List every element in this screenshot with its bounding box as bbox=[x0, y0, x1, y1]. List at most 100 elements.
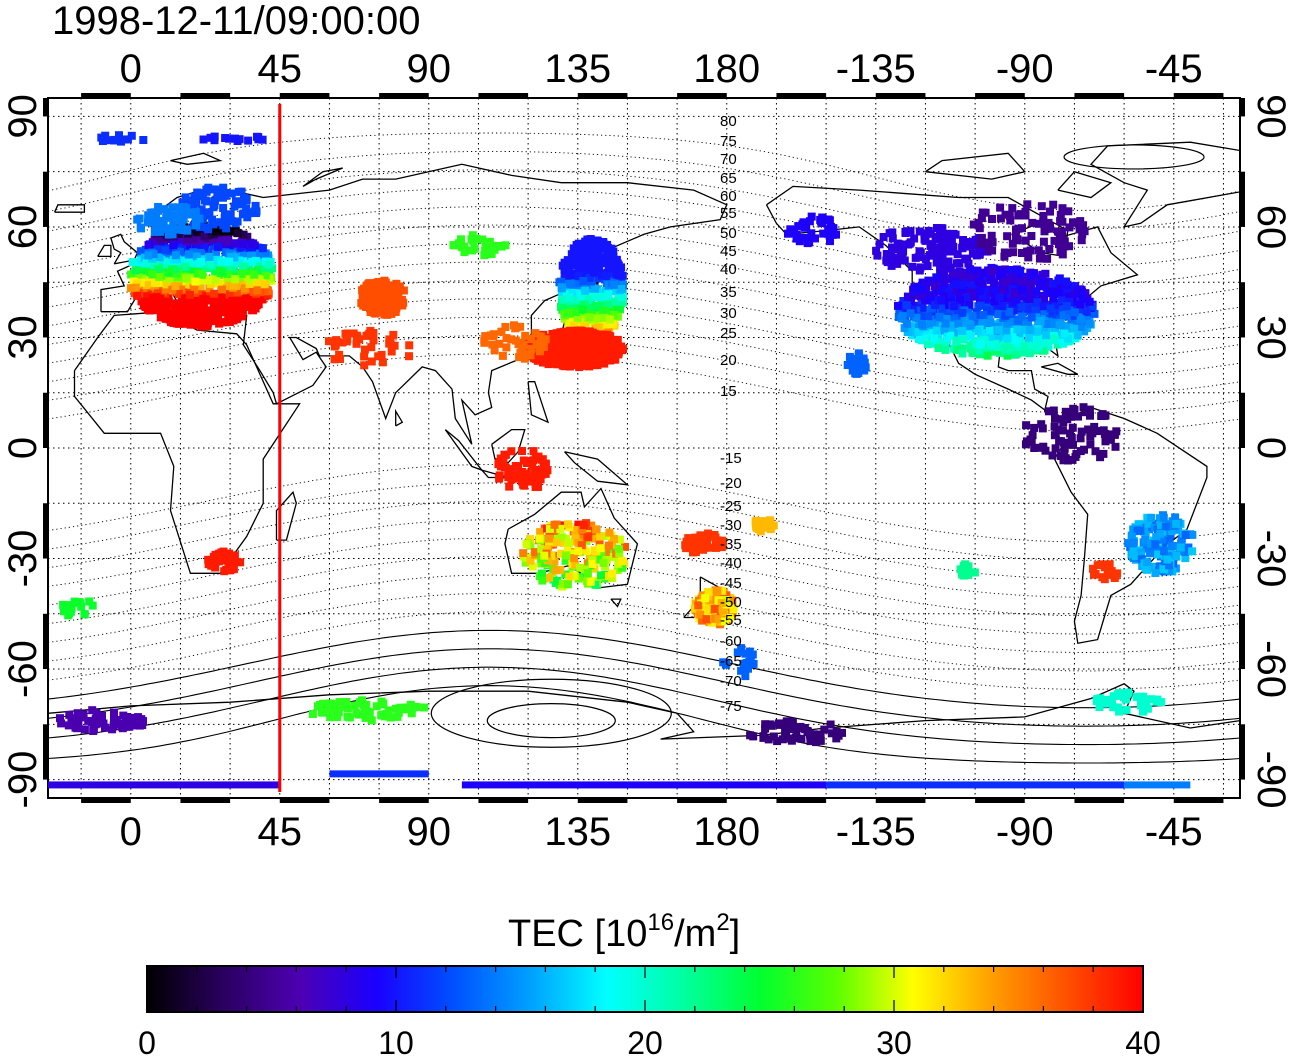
tec-cell bbox=[1006, 216, 1015, 225]
tec-cell bbox=[1032, 341, 1040, 350]
tec-cell bbox=[553, 577, 562, 585]
tec-cell bbox=[918, 285, 927, 294]
tec-cell bbox=[603, 548, 612, 557]
tec-cell bbox=[806, 730, 814, 739]
tec-cell bbox=[1068, 455, 1077, 464]
tec-cell bbox=[588, 292, 597, 301]
tec-cell bbox=[365, 279, 374, 288]
tec-cell bbox=[1053, 340, 1062, 349]
coastline bbox=[925, 152, 1027, 180]
tec-cell bbox=[1064, 334, 1073, 343]
tec-cell bbox=[1107, 698, 1116, 707]
tec-cell bbox=[614, 560, 623, 568]
tec-cell bbox=[135, 721, 144, 730]
tec-cell bbox=[691, 548, 700, 557]
tec-cell bbox=[557, 283, 566, 292]
tec-cell bbox=[74, 721, 83, 729]
tec-cell bbox=[617, 342, 626, 351]
tec-cell bbox=[820, 725, 829, 734]
tec-cell bbox=[467, 235, 476, 244]
tec-cell bbox=[205, 284, 214, 293]
tec-cell bbox=[969, 220, 978, 229]
tec-cell bbox=[518, 447, 526, 455]
tec-cell bbox=[515, 353, 524, 362]
axis-bar-left bbox=[43, 98, 48, 117]
tec-cell bbox=[226, 252, 235, 261]
tec-cell bbox=[556, 524, 565, 533]
tec-cell bbox=[368, 284, 377, 293]
tec-cell bbox=[832, 734, 841, 743]
tec-cell bbox=[1141, 536, 1150, 544]
tec-cell bbox=[591, 349, 600, 358]
tec-cell bbox=[950, 302, 959, 311]
tec-cell bbox=[522, 469, 531, 478]
tec-cell bbox=[545, 524, 554, 533]
tec-cell bbox=[888, 234, 897, 243]
tec-cell bbox=[166, 226, 175, 235]
tec-cell bbox=[1038, 424, 1047, 433]
tec-cell bbox=[988, 347, 997, 356]
tec-cell bbox=[100, 723, 109, 732]
tec-cell bbox=[959, 240, 968, 249]
tec-cell bbox=[159, 218, 168, 227]
tec-cell bbox=[200, 243, 209, 252]
tec-cell bbox=[538, 576, 547, 585]
tec-cell bbox=[973, 266, 982, 275]
tec-cell bbox=[166, 211, 175, 220]
tec-cell bbox=[152, 214, 161, 223]
mlat-contour bbox=[48, 335, 1240, 414]
tec-cell bbox=[959, 335, 968, 344]
tec-cell bbox=[926, 296, 935, 305]
tec-cell bbox=[591, 546, 599, 555]
coastline bbox=[54, 204, 86, 213]
mlat-contour bbox=[48, 132, 1240, 211]
tec-cell bbox=[565, 357, 574, 365]
axis-bar-bottom bbox=[81, 798, 131, 803]
tec-cell bbox=[782, 730, 791, 739]
tec-cell bbox=[1062, 277, 1071, 286]
tec-cell bbox=[775, 719, 783, 728]
tec-cell bbox=[934, 333, 943, 342]
tec-cell bbox=[1068, 423, 1077, 432]
tec-cell bbox=[394, 708, 403, 717]
tec-cell bbox=[381, 710, 390, 719]
tec-cell bbox=[1062, 438, 1071, 447]
lon-tick-top: -90 bbox=[996, 47, 1054, 91]
tec-cell bbox=[696, 610, 705, 619]
tec-cell bbox=[826, 720, 835, 729]
tec-cell bbox=[593, 236, 602, 245]
tec-cell bbox=[616, 305, 624, 314]
tec-cell bbox=[115, 131, 123, 140]
axis-bar-bottom bbox=[677, 798, 727, 803]
tec-cell bbox=[976, 245, 985, 254]
tec-cell bbox=[958, 320, 967, 328]
tec-cell bbox=[996, 287, 1005, 296]
tec-cell bbox=[1160, 565, 1169, 574]
contour-label: 25 bbox=[720, 325, 737, 342]
lon-tick-bottom: -45 bbox=[1145, 810, 1203, 854]
tec-cell bbox=[981, 286, 990, 295]
tec-cell bbox=[207, 296, 215, 305]
tec-cell bbox=[219, 204, 228, 212]
tec-cell bbox=[499, 456, 508, 465]
tec-cell bbox=[1040, 227, 1049, 236]
mlat-contour bbox=[48, 187, 1240, 267]
tec-cell bbox=[134, 273, 143, 282]
tec-cell bbox=[968, 283, 977, 292]
tec-cell bbox=[369, 336, 378, 345]
lat-tick-left: 90 bbox=[1, 94, 45, 139]
tec-cell bbox=[918, 320, 927, 329]
tec-cell bbox=[733, 648, 742, 657]
tec-cell bbox=[365, 294, 374, 302]
tec-cell bbox=[1039, 278, 1048, 286]
tec-cell bbox=[391, 308, 400, 316]
tec-cell bbox=[506, 465, 515, 474]
tec-cell bbox=[161, 285, 170, 294]
tec-cell bbox=[1049, 200, 1058, 209]
tec-cell bbox=[1033, 298, 1042, 307]
tec-cell bbox=[1016, 210, 1025, 219]
tec-cell bbox=[505, 482, 514, 491]
tec-cell bbox=[966, 331, 975, 340]
tec-cell bbox=[178, 244, 187, 252]
coastline bbox=[1053, 406, 1208, 645]
